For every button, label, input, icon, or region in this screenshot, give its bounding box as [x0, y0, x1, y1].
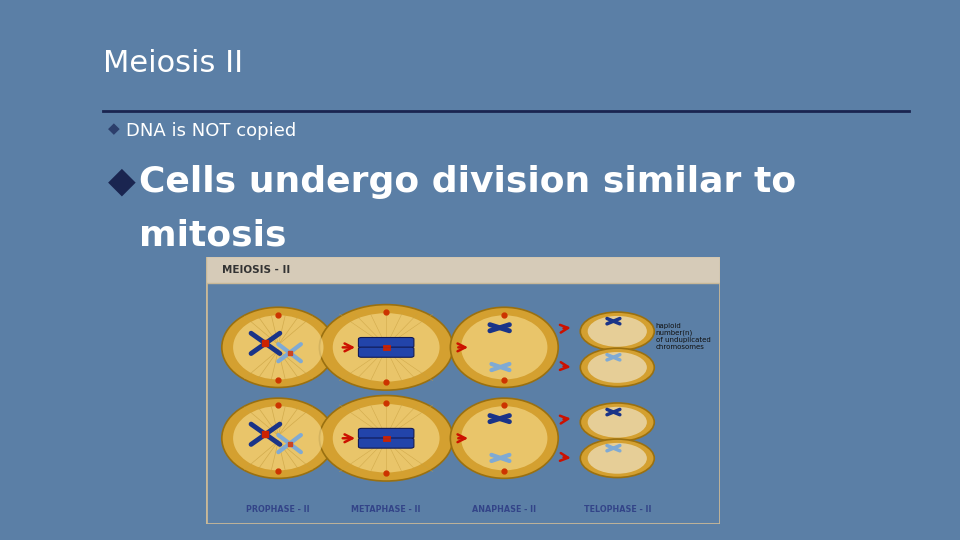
Text: ◆: ◆: [108, 122, 119, 137]
Text: METAPHASE - II: METAPHASE - II: [351, 505, 420, 515]
Ellipse shape: [580, 403, 655, 442]
Ellipse shape: [588, 407, 647, 437]
Ellipse shape: [588, 443, 647, 474]
Ellipse shape: [233, 315, 324, 380]
Text: ANAPHASE - II: ANAPHASE - II: [472, 505, 537, 515]
Ellipse shape: [588, 316, 647, 347]
Text: mitosis: mitosis: [138, 219, 286, 253]
Text: TELOPHASE - II: TELOPHASE - II: [584, 505, 651, 515]
Text: ◆: ◆: [108, 165, 135, 199]
Text: Cells undergo division similar to: Cells undergo division similar to: [138, 165, 796, 199]
Ellipse shape: [580, 312, 655, 350]
Ellipse shape: [588, 352, 647, 383]
Ellipse shape: [450, 398, 558, 478]
Ellipse shape: [320, 305, 453, 390]
Ellipse shape: [222, 307, 335, 388]
FancyBboxPatch shape: [358, 428, 414, 438]
Ellipse shape: [320, 395, 453, 481]
Ellipse shape: [461, 406, 547, 470]
FancyBboxPatch shape: [358, 347, 414, 357]
Ellipse shape: [233, 406, 324, 470]
Text: MEIOSIS - II: MEIOSIS - II: [222, 265, 290, 275]
Text: PROPHASE - II: PROPHASE - II: [247, 505, 310, 515]
FancyBboxPatch shape: [358, 438, 414, 448]
Bar: [206, 256, 720, 283]
Ellipse shape: [461, 315, 547, 380]
Text: haploid
number(n)
of unduplicated
chromosomes: haploid number(n) of unduplicated chromo…: [656, 323, 710, 350]
Ellipse shape: [333, 404, 440, 472]
Ellipse shape: [222, 398, 335, 478]
Ellipse shape: [580, 348, 655, 387]
Text: DNA is NOT copied: DNA is NOT copied: [127, 122, 297, 139]
Text: Meiosis II: Meiosis II: [103, 49, 243, 78]
Ellipse shape: [333, 313, 440, 382]
FancyBboxPatch shape: [358, 338, 414, 348]
Ellipse shape: [580, 439, 655, 477]
Ellipse shape: [450, 307, 558, 388]
